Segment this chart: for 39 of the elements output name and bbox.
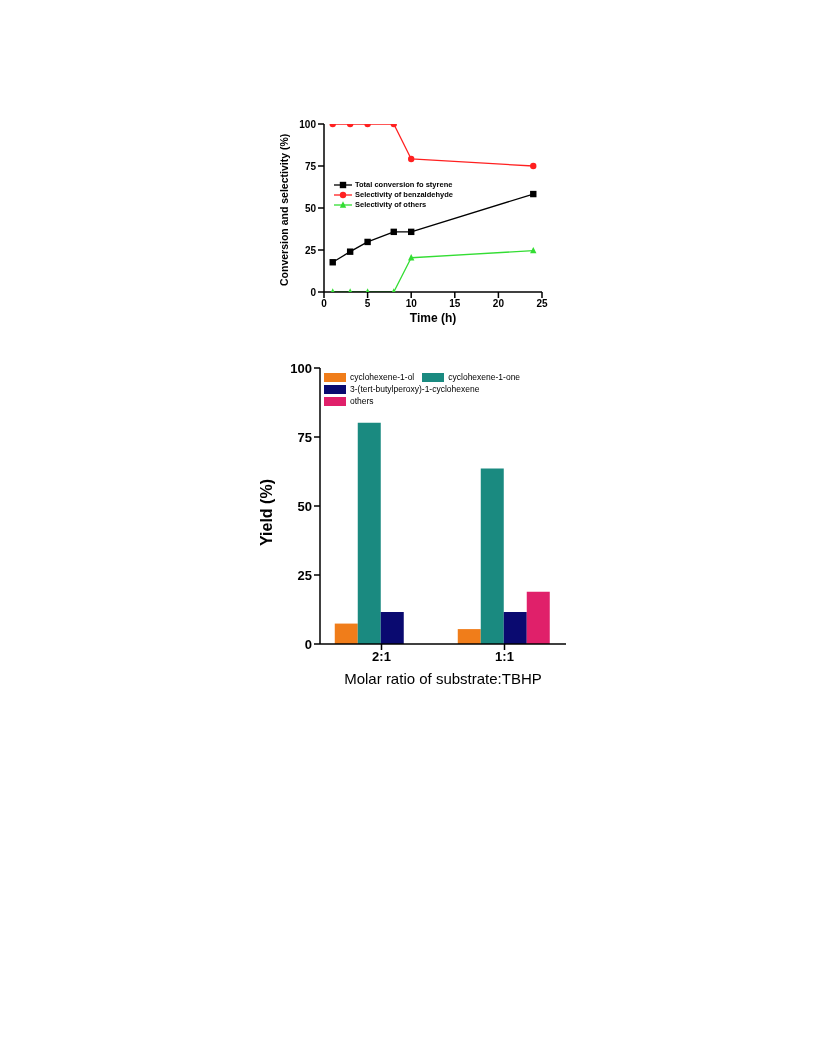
y-tick-label: 50 <box>304 202 317 214</box>
y-tick-label: 25 <box>304 244 317 256</box>
bar <box>457 629 481 644</box>
x-tick-label: 0 <box>321 298 328 310</box>
y-tick-label: 100 <box>290 360 312 376</box>
point <box>364 238 371 246</box>
y-tick-label: 0 <box>304 636 312 652</box>
y-tick-label: 75 <box>297 429 312 445</box>
x-tick-label: 25 <box>536 298 548 310</box>
y-tick-label: 50 <box>297 498 312 514</box>
legend-label: cyclohexene-1-one <box>448 372 521 382</box>
bar <box>503 611 527 644</box>
y-tick-label: 75 <box>304 160 317 172</box>
legend-label: others <box>350 396 374 406</box>
x-tick-label: 2:1 <box>372 649 391 665</box>
legend-label: cyclohexene-1-ol <box>350 372 415 382</box>
y-axis-title: Yield (%) <box>257 479 275 546</box>
x-axis-title: Time (h) <box>409 311 457 325</box>
point <box>408 155 415 163</box>
point <box>346 248 354 255</box>
y-tick-label: 25 <box>297 567 312 583</box>
y-tick-label: 100 <box>299 118 317 130</box>
bar <box>526 591 550 644</box>
x-tick-label: 15 <box>449 298 461 310</box>
bar <box>334 623 358 644</box>
point <box>530 162 537 170</box>
x-tick-label: 1:1 <box>495 649 514 665</box>
point <box>408 254 415 261</box>
bar <box>357 422 381 644</box>
bar <box>480 468 504 644</box>
bar <box>380 611 404 644</box>
x-axis-title: Molar ratio of substrate:TBHP <box>344 670 542 687</box>
legend-label: 3-(tert-butylperoxy)-1-cyclohexene <box>350 384 480 394</box>
x-tick-label: 10 <box>405 298 418 310</box>
y-tick-label: 0 <box>310 286 317 298</box>
x-tick-label: 20 <box>492 298 505 310</box>
y-axis-title: Conversion and selectivity (%) <box>277 133 290 286</box>
x-tick-label: 5 <box>364 298 371 310</box>
point <box>530 246 537 254</box>
